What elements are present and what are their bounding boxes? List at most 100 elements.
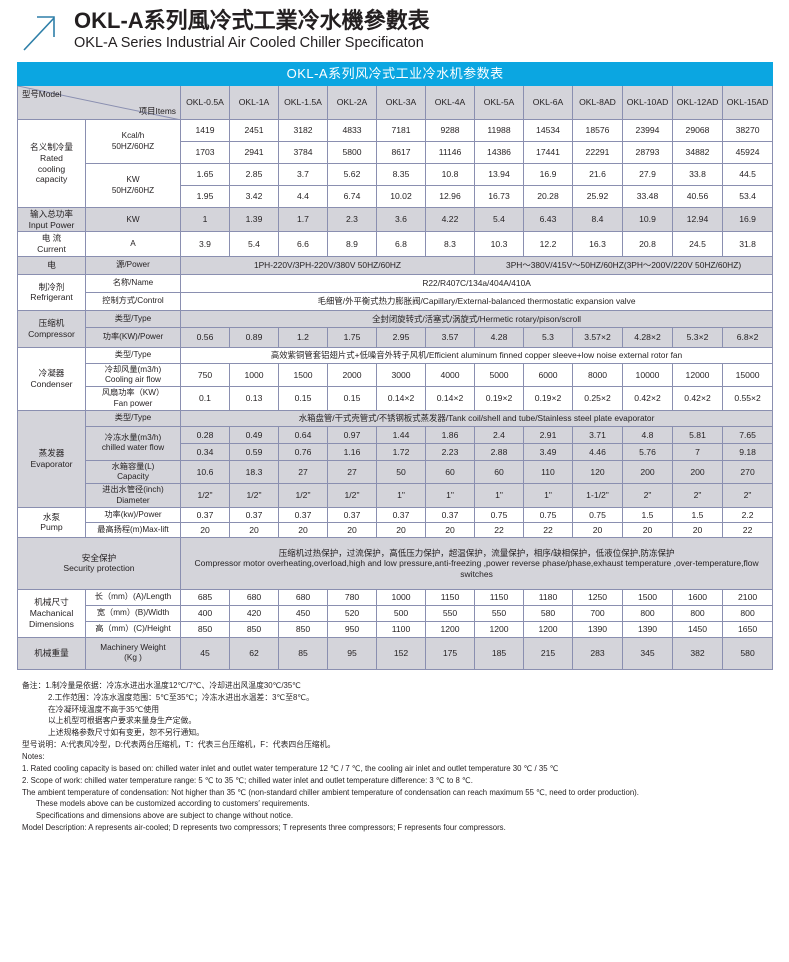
item-kcal: Kcal/h 50HZ/60HZ xyxy=(85,119,181,164)
cell: 95 xyxy=(327,636,377,670)
group-evaporator: 蒸发器 Evaporator xyxy=(17,409,86,508)
cell: 0.19×2 xyxy=(474,386,524,411)
cell: 1.16 xyxy=(327,442,377,461)
cell: 0.49 xyxy=(229,425,279,444)
cell: 5.62 xyxy=(327,163,377,186)
corner-model-label: 型号Model xyxy=(22,89,62,99)
cell: 22 xyxy=(474,521,524,538)
cell: 450 xyxy=(278,604,328,622)
cell: 0.75 xyxy=(523,506,573,523)
cell: 18.3 xyxy=(229,459,279,485)
refrigerant-name-value: R22/R407C/134a/404A/410A xyxy=(179,273,774,293)
cell: 5.3 xyxy=(523,326,573,348)
item-power: 源/Power xyxy=(85,255,181,275)
cell: 20 xyxy=(572,521,623,538)
cell: 420 xyxy=(229,604,279,622)
cell: 1.7 xyxy=(278,206,328,233)
cell: 2.2 xyxy=(721,506,774,523)
cell: 44.5 xyxy=(721,163,774,186)
cell: 4.28 xyxy=(474,326,524,348)
cell: 12000 xyxy=(672,362,723,388)
group-label-en: Condenser xyxy=(30,378,73,389)
cell: 0.15 xyxy=(327,386,377,411)
cell: 0.42×2 xyxy=(672,386,723,411)
cell: 31.8 xyxy=(721,231,774,257)
item-label-cn: 冷却风量(m3/h) xyxy=(104,364,162,374)
row-current: 电 流 Current A 3.9 5.4 6.6 8.9 6.8 8.3 10… xyxy=(17,231,774,257)
condenser-type-value: 高效紫铜管套铝翅片式+低噪音外转子风机/Efficient aluminum f… xyxy=(179,346,774,364)
cell: 850 xyxy=(180,620,230,638)
item-chilled-water-flow: 冷冻水量(m3/h) chilled water flow xyxy=(85,425,181,461)
cell: 3.6 xyxy=(376,206,426,233)
item-kcal-hz: 50HZ/60HZ xyxy=(111,141,155,151)
cell: 38270 xyxy=(721,119,774,142)
group-label-en1: Machanical xyxy=(29,608,74,619)
cell: 700 xyxy=(572,604,623,622)
cell: 12.94 xyxy=(672,206,723,233)
model-col-2: OKL-1.5A xyxy=(278,85,328,120)
row-input-power: 输入总功率 Input Power KW 1 1.39 1.7 2.3 3.6 … xyxy=(17,206,774,233)
cell: 5.4 xyxy=(229,231,279,257)
model-col-8: OKL-8AD xyxy=(572,85,623,120)
cell: 3.49 xyxy=(523,442,573,461)
page-subtitle: OKL-A Series Industrial Air Cooled Chill… xyxy=(74,35,424,52)
cell: 7.65 xyxy=(721,425,774,444)
cell: 2451 xyxy=(229,119,279,142)
cell: 2.85 xyxy=(229,163,279,186)
item-compressor-type: 类型/Type xyxy=(85,309,181,328)
cell: 23994 xyxy=(622,119,673,142)
cell: 1/2" xyxy=(278,483,328,508)
cell: 550 xyxy=(474,604,524,622)
cell: 382 xyxy=(672,636,723,670)
cell: 0.14×2 xyxy=(425,386,475,411)
cell: 4000 xyxy=(425,362,475,388)
cell: 20 xyxy=(229,521,279,538)
group-label-en: Compressor xyxy=(28,328,75,339)
cell: 800 xyxy=(721,604,774,622)
cell: 950 xyxy=(327,620,377,638)
cell: 1703 xyxy=(180,141,230,164)
group-input-power: 输入总功率 Input Power xyxy=(17,206,86,233)
cell: 1-1/2" xyxy=(572,483,623,508)
cell: 6000 xyxy=(523,362,573,388)
notes-section: 备注：1.制冷量是依据：冷冻水进出水温度12℃/7℃、冷却进出风温度30℃/35… xyxy=(0,670,789,834)
item-kw: KW 50HZ/60HZ xyxy=(85,163,181,208)
page-title: OKL-A系列風冷式工業冷水機參數表 xyxy=(74,8,430,33)
cell: 10.3 xyxy=(474,231,524,257)
cell: 3784 xyxy=(278,141,328,164)
group-label-cn: 蒸发器 xyxy=(38,448,65,459)
cell: 283 xyxy=(572,636,623,670)
cell: 1500 xyxy=(622,588,673,606)
cell: 10.8 xyxy=(425,163,475,186)
cell: 10.02 xyxy=(376,185,426,208)
cell: 1200 xyxy=(425,620,475,638)
note-cn-4: 上述规格参数尺寸如有变更，恕不另行通知。 xyxy=(48,728,204,738)
arrow-up-right-icon xyxy=(23,16,55,51)
row-condenser-fanpower: 风扇功率（KW） Fan power 0.1 0.13 0.15 0.15 0.… xyxy=(18,386,774,411)
cell: 4.4 xyxy=(278,185,328,208)
item-compressor-power: 功率(KW)/Power xyxy=(85,326,181,348)
spec-table: OKL-A系列风冷式工业冷水机参数表 型号Model 项目Items OKL-0… xyxy=(16,62,774,670)
group-rated-cooling: 名义制冷量 Rated cooling capacity xyxy=(17,119,86,208)
item-kw-unit: KW xyxy=(126,175,140,185)
group-label-en: Input Power xyxy=(28,219,75,230)
model-col-9: OKL-10AD xyxy=(622,85,673,120)
power-left-value: 1PH-220V/3PH-220V/380V 50HZ/60HZ xyxy=(180,255,475,275)
cell: 5.81 xyxy=(672,425,723,444)
cell: 62 xyxy=(229,636,279,670)
cell: 1.72 xyxy=(376,442,426,461)
group-current: 电 流 Current xyxy=(17,231,86,257)
cell: 12.2 xyxy=(523,231,573,257)
cell: 120 xyxy=(572,459,623,485)
cell: 4.22 xyxy=(425,206,475,233)
cell: 16.9 xyxy=(523,163,573,186)
row-kcal-50hz: 名义制冷量 Rated cooling capacity Kcal/h 50HZ… xyxy=(17,119,774,208)
cell: 345 xyxy=(622,636,673,670)
model-col-7: OKL-6A xyxy=(523,85,573,120)
cell: 1000 xyxy=(376,588,426,606)
cell: 1.95 xyxy=(180,185,230,208)
cell: 5.76 xyxy=(622,442,673,461)
cell: 85 xyxy=(278,636,328,670)
cell: 800 xyxy=(672,604,723,622)
cell: 33.8 xyxy=(672,163,723,186)
